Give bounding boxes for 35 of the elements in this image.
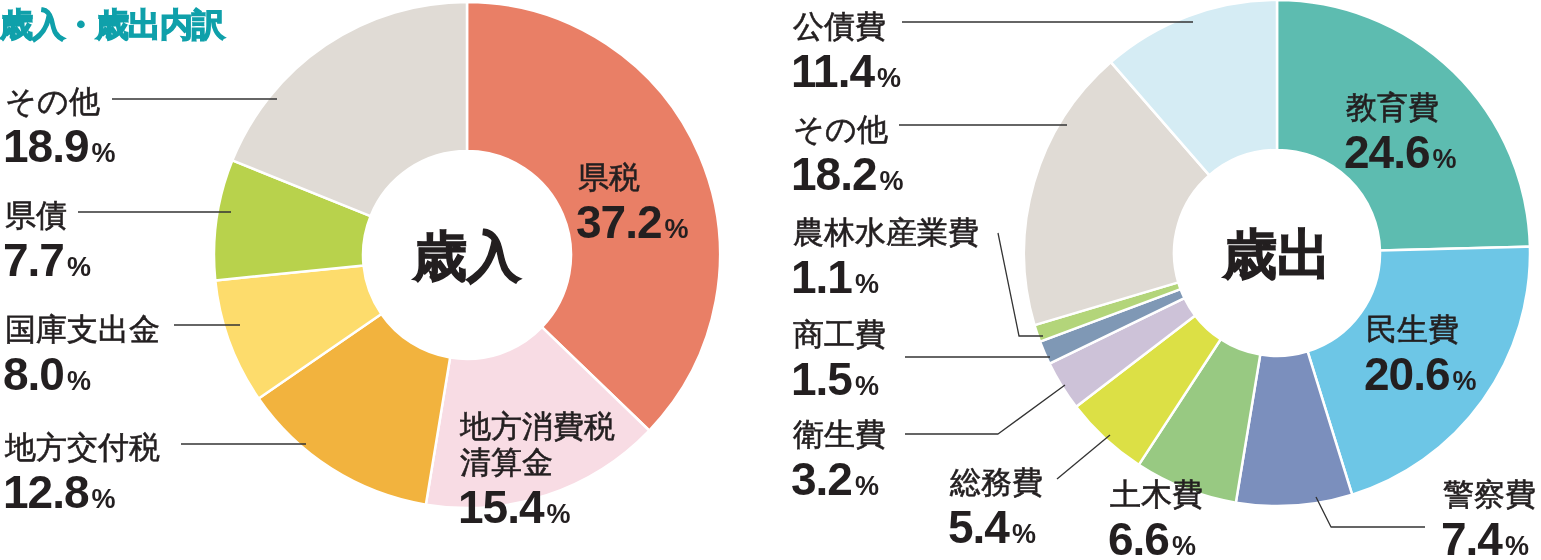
slice-label: その他 [793,111,888,147]
text: 歳入 [412,225,522,288]
slice-label: 農林水産業費 [793,214,979,250]
data-label: 18.9% [3,120,116,172]
slice-label: 教育費 [1346,89,1439,125]
data-label: 11.4% [791,45,901,97]
slice-label: 民生費 [1366,311,1459,347]
data-label: 5.4% [948,501,1036,553]
data-label: 37.2% [576,196,689,248]
slice-label: 県税 [578,159,640,195]
data-label: 12.8% [3,466,116,518]
slice-label: 県債 [5,197,67,233]
slice-label: 衛生費 [793,416,886,452]
data-label: 15.4% [458,481,571,533]
data-label: 7.7% [3,234,91,286]
slice-label: 警察費 [1443,476,1536,512]
text: 歳出 [1222,223,1331,286]
slice-label: 地方交付税 [4,429,160,465]
slice-label: 公債費 [793,8,886,44]
data-label: 7.4% [1441,513,1529,560]
chart-title: 歳入・歳出内訳 [0,5,226,44]
data-label: 1.5% [791,353,879,405]
data-label: 3.2% [791,453,879,505]
data-label: 6.6% [1108,513,1196,560]
slice-label: その他 [5,83,100,119]
data-label: 8.0% [3,348,91,400]
slice-label: 国庫支出金 [5,311,160,347]
slice-label: 商工費 [793,316,886,352]
data-label: 1.1% [791,251,879,303]
slice-label: 地方消費税清算金 [459,408,615,480]
slice-label: 総務費 [949,464,1043,500]
data-label: 18.2% [791,148,904,200]
data-label: 24.6% [1344,126,1457,178]
slice-label: 土木費 [1110,476,1203,512]
data-label: 20.6% [1364,348,1477,400]
